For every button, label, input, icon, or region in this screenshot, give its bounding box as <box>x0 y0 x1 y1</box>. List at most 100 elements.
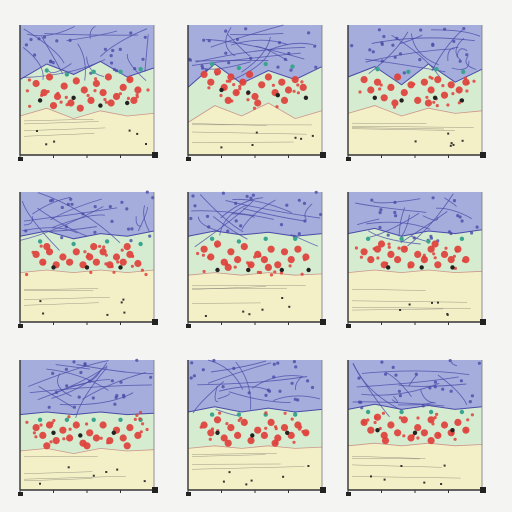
red-speck <box>27 78 31 82</box>
red-speck <box>110 265 114 269</box>
network-node <box>391 365 395 369</box>
network-node <box>42 35 47 39</box>
sketch-line <box>191 287 288 289</box>
network-line <box>304 203 313 220</box>
network-line <box>197 376 308 386</box>
red-point <box>123 442 131 450</box>
red-speck <box>453 437 457 441</box>
network-node <box>93 230 97 234</box>
network-line <box>51 362 108 399</box>
teal-point <box>461 69 466 75</box>
network-line <box>437 374 468 406</box>
red-speck <box>120 248 124 252</box>
red-point <box>414 424 422 432</box>
network-node <box>276 65 280 69</box>
black-point <box>250 433 255 438</box>
speck <box>261 308 264 311</box>
teal-point <box>138 67 143 72</box>
red-speck <box>31 250 35 254</box>
speck <box>281 297 284 299</box>
network-line <box>400 214 410 238</box>
network-node <box>201 368 205 372</box>
boundary-upper-line <box>19 60 155 81</box>
speck <box>106 313 109 316</box>
red-speck <box>59 100 63 104</box>
teal-point <box>37 239 43 244</box>
network-node <box>141 57 145 61</box>
red-speck <box>455 249 459 253</box>
red-speck <box>464 429 468 433</box>
network-line <box>430 29 481 37</box>
network-node <box>148 234 152 238</box>
speck <box>446 313 449 316</box>
network-node <box>51 61 55 65</box>
speck <box>443 464 446 467</box>
speck <box>228 471 231 474</box>
red-point <box>420 429 428 437</box>
network-node <box>64 367 68 371</box>
red-speck <box>248 263 252 267</box>
network-node <box>224 51 228 55</box>
red-speck <box>292 89 296 93</box>
network-node <box>371 50 375 54</box>
red-speck <box>104 262 108 266</box>
network-node <box>302 201 307 205</box>
network-line <box>367 230 421 245</box>
network-line <box>26 26 75 37</box>
black-point <box>78 433 83 438</box>
red-point <box>414 250 422 258</box>
network-line <box>195 46 306 63</box>
red-point <box>400 416 408 424</box>
sketch-line <box>191 302 261 304</box>
red-speck <box>279 271 284 275</box>
axis-end-mark <box>320 319 326 325</box>
network-line <box>273 395 321 402</box>
network-node <box>81 212 85 216</box>
red-point <box>119 258 127 266</box>
speck <box>423 481 426 484</box>
network-node <box>221 385 225 389</box>
speck <box>431 301 433 304</box>
network-node <box>292 360 296 364</box>
red-point <box>274 261 282 269</box>
network-node <box>452 199 457 203</box>
black-point <box>372 95 377 101</box>
network-node <box>297 198 301 202</box>
network-node <box>462 27 466 31</box>
teal-point <box>365 409 371 415</box>
network-node <box>125 207 129 211</box>
red-point <box>39 431 47 439</box>
red-speck <box>208 437 212 441</box>
red-speck <box>199 425 203 429</box>
network-node <box>380 41 384 45</box>
sketch-line <box>23 289 94 292</box>
red-point <box>66 434 74 442</box>
red-point <box>80 86 88 94</box>
network-node <box>394 373 398 377</box>
band-blue <box>348 25 482 85</box>
teal-point <box>365 236 371 241</box>
red-point <box>119 434 127 442</box>
red-speck <box>235 90 239 94</box>
red-speck <box>359 255 363 259</box>
red-point <box>258 81 266 89</box>
network-line <box>242 208 306 222</box>
network-node <box>394 214 398 218</box>
red-point <box>213 68 222 76</box>
network-line <box>226 33 251 57</box>
network-line <box>55 364 90 370</box>
red-point <box>240 243 248 251</box>
red-point <box>431 240 439 248</box>
red-point <box>280 248 289 256</box>
red-speck <box>52 418 56 423</box>
network-node <box>314 190 318 194</box>
red-point <box>367 86 375 94</box>
network-line <box>369 212 420 238</box>
boundary-lower-line <box>19 269 155 274</box>
network-node <box>200 64 204 68</box>
red-speck <box>56 91 60 95</box>
network-node <box>70 202 74 206</box>
red-speck <box>433 415 437 420</box>
network-line <box>447 47 459 61</box>
red-speck <box>39 423 43 427</box>
